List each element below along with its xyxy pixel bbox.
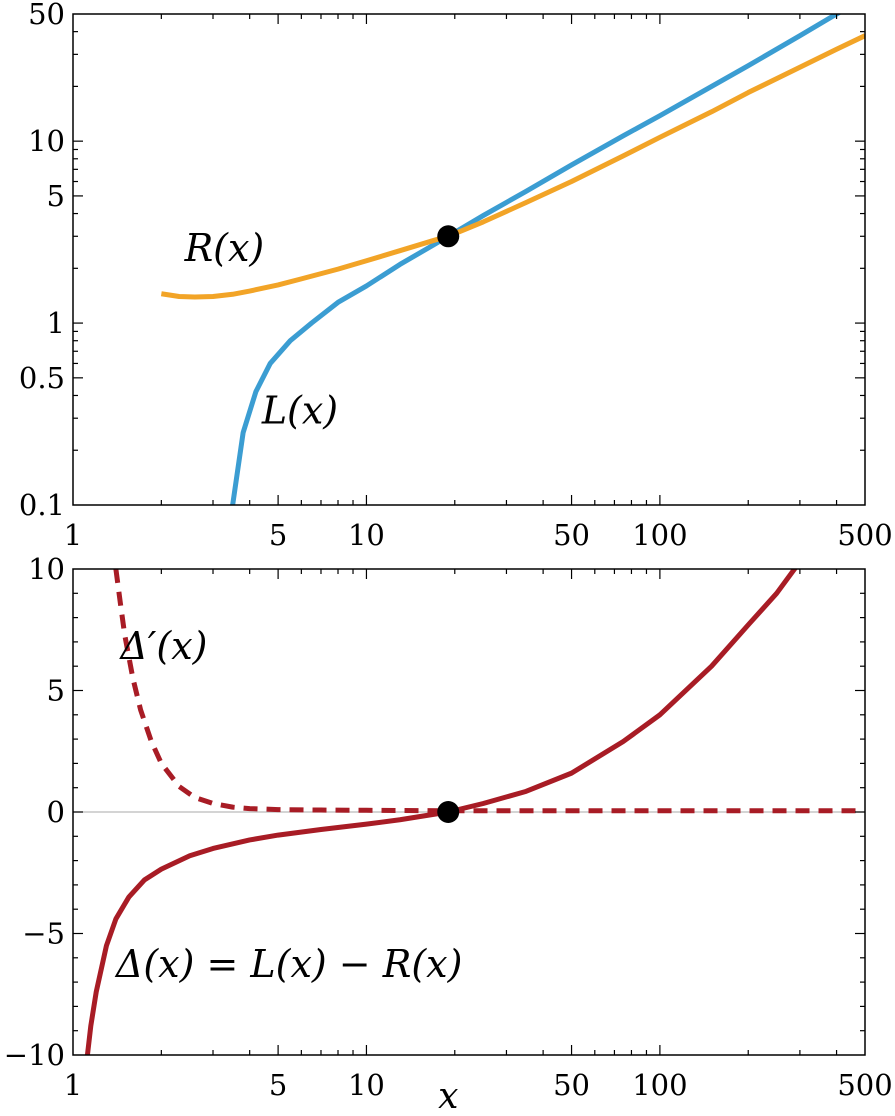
bottom-x-tick-label: 500 <box>837 1068 892 1102</box>
top-x-tick-label: 50 <box>553 518 590 552</box>
bottom-x-tick-label: 5 <box>269 1068 287 1102</box>
top-panel-log-log: 1 5 10 50 100 500 0.1 0.5 1 5 10 50 R(x) L(x) <box>19 0 893 552</box>
top-x-tick-label: 10 <box>348 518 385 552</box>
label-R: R(x) <box>184 226 265 270</box>
label-delta-prime: Δ′(x) <box>118 624 207 668</box>
series-delta-line <box>84 569 798 1055</box>
bottom-x-tick-label: 50 <box>553 1068 590 1102</box>
top-x-tick-label: 500 <box>837 518 892 552</box>
top-y-tick-label: 1 <box>47 306 65 340</box>
top-x-tick-label: 1 <box>64 518 82 552</box>
top-y-tick-label: 0.1 <box>19 488 65 522</box>
zero-crossing-marker <box>437 801 460 823</box>
top-y-tick-label: 50 <box>28 0 65 31</box>
bottom-y-tick-label: −10 <box>4 1038 65 1072</box>
x-axis-title: x <box>438 1076 458 1116</box>
bottom-y-tick-label: −5 <box>22 917 65 951</box>
top-y-tick-label: 0.5 <box>19 361 65 395</box>
label-L: L(x) <box>261 389 338 433</box>
bottom-y-tick-label: 10 <box>28 552 65 586</box>
bottom-x-tick-label: 1 <box>64 1068 82 1102</box>
bottom-x-tick-label: 10 <box>348 1068 385 1102</box>
top-x-tick-label: 100 <box>632 518 687 552</box>
bottom-y-tick-label: 5 <box>47 674 65 708</box>
bottom-x-tick-label: 100 <box>632 1068 687 1102</box>
bottom-y-tick-label: 0 <box>47 795 65 829</box>
top-x-tick-label: 5 <box>269 518 287 552</box>
top-y-tick-label: 10 <box>28 124 65 158</box>
top-plot-frame <box>72 13 866 506</box>
label-delta-definition: Δ(x) = L(x) − R(x) <box>114 942 463 986</box>
intersection-marker <box>437 225 460 248</box>
top-y-tick-label: 5 <box>47 179 65 213</box>
series-R-line <box>160 33 865 300</box>
series-delta-prime-dashed-line <box>113 569 865 814</box>
